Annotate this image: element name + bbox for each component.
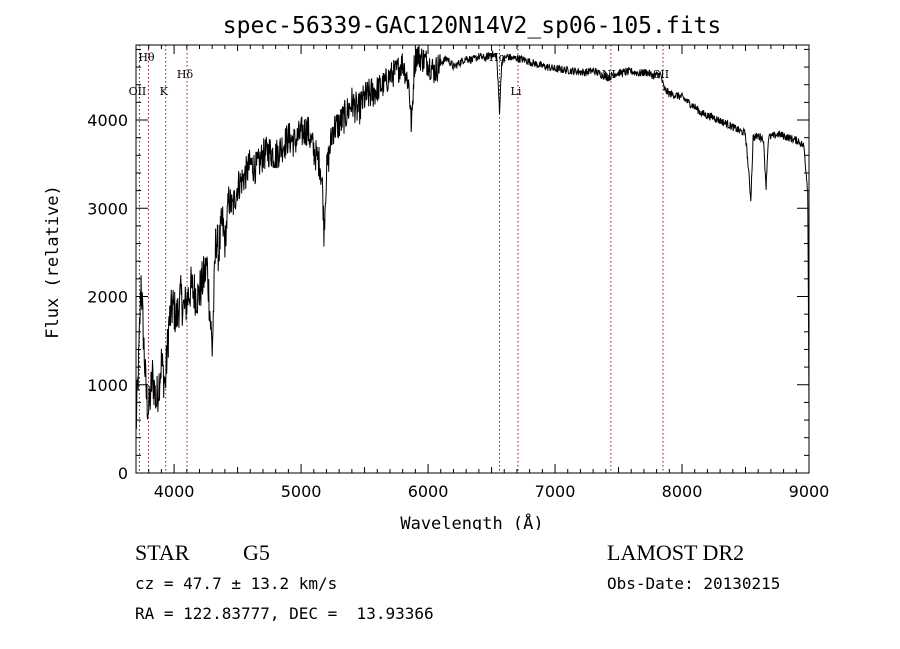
x-tick-label: 4000	[154, 482, 195, 501]
line-label: Li	[511, 85, 522, 98]
plot-layer	[135, 45, 810, 430]
y-tick-label: 0	[118, 464, 128, 483]
spectrum-series-0	[135, 45, 810, 430]
y-tick-label: 1000	[87, 376, 128, 395]
y-tick-label: 2000	[87, 288, 128, 307]
axis-ticks: 4000 5000 6000 7000 8000 9000 0 1000 2000 3000 400…	[87, 45, 829, 501]
line-label: Hδ	[177, 68, 194, 81]
x-tick-label: 5000	[281, 482, 322, 501]
x-tick-label: 9000	[789, 482, 830, 501]
object-subclass: G5	[243, 540, 270, 565]
observation-date: Obs-Date: 20130215	[607, 574, 781, 593]
x-tick-label: 8000	[662, 482, 703, 501]
x-tick-label: 6000	[408, 482, 449, 501]
chart-title: spec-56339-GAC120N14V2_sp06-105.fits	[223, 13, 722, 39]
coordinates: RA = 122.83777, DEC = 13.93366	[135, 604, 434, 623]
plot-frame	[135, 44, 810, 474]
survey-name: LAMOST DR2	[607, 540, 745, 565]
redshift-velocity: cz = 47.7 ± 13.2 km/s	[135, 574, 338, 593]
y-axis-label: Flux (relative)	[43, 185, 63, 339]
object-class: STAR	[135, 540, 190, 565]
spectrum-chart: spec-56339-GAC120N14V2_sp06-105.fits Wav…	[43, 13, 829, 530]
x-axis-label: Wavelength (Å)	[400, 512, 543, 530]
y-tick-label: 4000	[87, 111, 128, 130]
x-tick-label: 7000	[535, 482, 576, 501]
y-tick-label: 3000	[87, 199, 128, 218]
line-label: Hθ	[138, 51, 155, 64]
line-label: OII	[129, 85, 147, 98]
line-label: K	[160, 85, 169, 98]
